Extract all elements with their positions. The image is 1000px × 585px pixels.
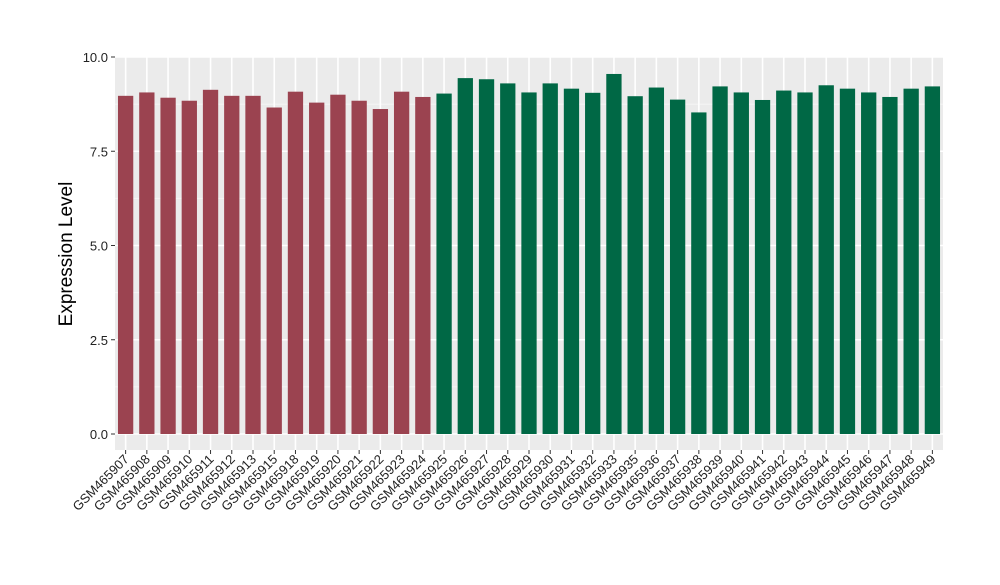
bar (436, 93, 452, 434)
bar (478, 79, 495, 435)
bar (287, 91, 304, 435)
bar (606, 73, 622, 434)
y-axis-ticks: 0.0 2.5 5.0 7.5 10.0 (83, 50, 115, 442)
bar (393, 91, 410, 435)
bar (202, 89, 219, 434)
bar (521, 92, 537, 435)
bar (117, 95, 134, 435)
bars (117, 73, 941, 435)
bar (903, 88, 919, 434)
bar (330, 94, 346, 434)
bar (924, 86, 941, 434)
y-tick-label: 7.5 (90, 144, 108, 159)
y-tick-label: 2.5 (90, 333, 108, 348)
bar (309, 102, 325, 434)
bar (457, 78, 473, 434)
bar (882, 96, 898, 434)
x-axis-ticks: GSM465907GSM465908GSM465909GSM465910GSM4… (70, 450, 939, 514)
bar (627, 96, 643, 434)
bar (861, 92, 877, 435)
y-tick-label: 0.0 (90, 427, 108, 442)
bar (245, 95, 261, 435)
bar (415, 96, 431, 434)
bar (266, 107, 282, 434)
bar (500, 83, 516, 434)
bar (839, 88, 856, 434)
y-axis-label: Expression Level (56, 182, 77, 327)
bar (754, 99, 771, 434)
bar (372, 109, 389, 434)
bar (733, 92, 749, 435)
bar (648, 87, 665, 435)
bar (797, 92, 813, 435)
bar (585, 92, 601, 434)
bar (563, 88, 580, 434)
bar (139, 92, 155, 435)
bar (542, 83, 558, 434)
bar (669, 99, 686, 434)
bar (776, 90, 792, 434)
bar (691, 112, 707, 434)
y-tick-label: 5.0 (90, 239, 108, 254)
bar (712, 86, 728, 434)
bar (351, 100, 367, 435)
bar (818, 85, 834, 435)
bar (181, 100, 197, 435)
bar (160, 97, 176, 434)
bar (224, 95, 240, 435)
y-tick-label: 10.0 (83, 50, 108, 65)
